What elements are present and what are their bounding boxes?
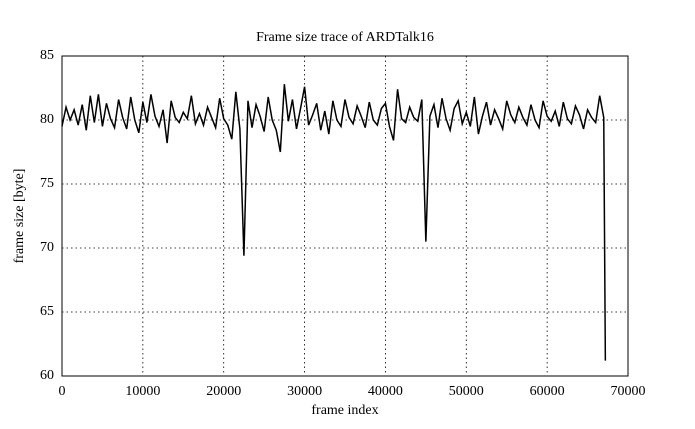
x-tick-label: 10000 <box>125 384 160 399</box>
y-tick-label: 85 <box>40 48 54 63</box>
chart-title: Frame size trace of ARDTalk16 <box>256 30 434 45</box>
y-tick-label: 80 <box>40 112 54 127</box>
x-axis-label: frame index <box>311 403 378 418</box>
x-tick-label: 40000 <box>368 384 403 399</box>
plot-frame <box>61 55 629 377</box>
y-tick-label: 65 <box>40 304 54 319</box>
x-tick-label: 0 <box>59 384 66 399</box>
x-tick-label: 30000 <box>287 384 322 399</box>
y-tick-label: 60 <box>40 368 54 383</box>
data-line <box>61 84 607 361</box>
y-tick-label: 75 <box>40 176 54 191</box>
y-tick-label: 70 <box>40 240 54 255</box>
y-axis-label: frame size [byte] <box>12 169 27 264</box>
x-tick-label: 20000 <box>206 384 241 399</box>
x-tick-label: 50000 <box>449 384 484 399</box>
x-tick-label: 70000 <box>611 384 646 399</box>
x-tick-label: 60000 <box>530 384 565 399</box>
